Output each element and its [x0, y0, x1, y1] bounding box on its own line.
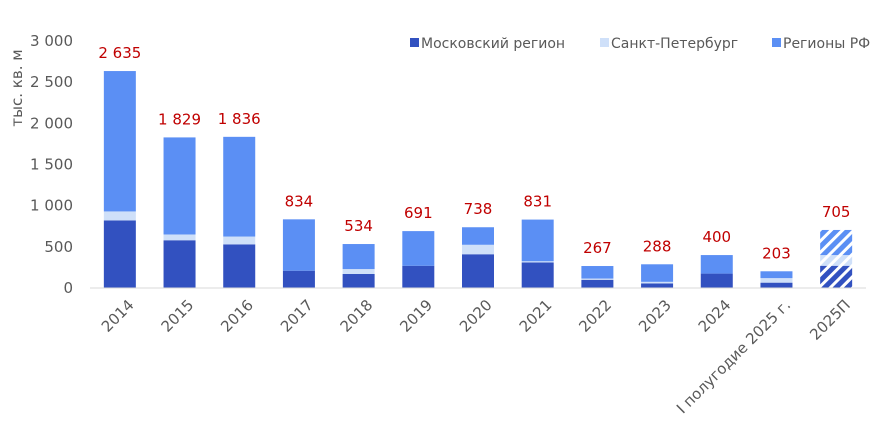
legend-swatch-spb — [600, 38, 609, 47]
bar-segment-regions — [641, 264, 674, 282]
bar-segment-spb — [223, 236, 256, 245]
y-tick-label: 2 000 — [30, 114, 73, 132]
y-tick-label: 500 — [44, 238, 73, 256]
x-tick-label: 2016 — [217, 296, 257, 336]
total-label: 534 — [344, 217, 373, 235]
x-tick-label: 2014 — [98, 296, 138, 336]
x-tick-label: 2015 — [158, 296, 198, 336]
legend-label-moscow: Московский регион — [421, 36, 565, 52]
bar-segment-regions — [700, 255, 733, 274]
bar-segment-moscow — [641, 283, 674, 288]
x-tick-label: 2018 — [337, 296, 377, 336]
x-tick-label: 2017 — [277, 296, 317, 336]
bar-segment-moscow — [521, 262, 554, 288]
x-axis-ticks: 2014 2015 2016 2017 2018 2019 2020 2021 2022 2023… — [98, 296, 854, 417]
x-tick-label: 2020 — [456, 296, 496, 336]
bar-segment-regions — [581, 266, 614, 279]
bars — [103, 71, 853, 288]
bar-segment-spb — [342, 269, 375, 275]
legend: Московский регион Санкт-Петербург Регион… — [410, 36, 870, 52]
y-tick-label: 0 — [63, 279, 73, 297]
total-label: 1 829 — [158, 110, 201, 128]
legend-label-spb: Санкт-Петербург — [611, 36, 738, 52]
legend-swatch-regions — [772, 38, 781, 47]
y-tick-label: 3 000 — [30, 32, 73, 50]
total-label: 834 — [285, 192, 314, 210]
bar-segment-spb — [163, 234, 196, 241]
y-axis-ticks: 0 500 1 000 1 500 2 000 2 500 3 000 — [30, 32, 73, 297]
x-tick-label: 2024 — [695, 296, 735, 336]
x-tick-label: I полугодие 2025 г. — [673, 296, 794, 417]
y-tick-label: 2 500 — [30, 73, 73, 91]
bar-segment-moscow — [760, 282, 793, 288]
bar-segment-spb — [760, 278, 793, 283]
total-label: 705 — [822, 203, 851, 221]
bar-segment-regions — [103, 71, 136, 212]
bar-segment-regions — [163, 137, 196, 235]
y-axis-label: тыс. кв. м — [8, 49, 26, 126]
total-label: 400 — [702, 228, 731, 246]
bar-segment-moscow — [342, 274, 375, 288]
bar-segment-spb — [103, 211, 136, 221]
bar-segment-moscow — [282, 270, 315, 288]
bar-segment-regions — [462, 227, 494, 245]
bar-segment-regions — [820, 229, 853, 256]
bar-segment-spb — [462, 244, 494, 255]
total-label: 691 — [404, 204, 433, 222]
bar-segment-moscow — [402, 265, 435, 288]
legend-label-regions: Регионы РФ — [783, 36, 870, 52]
bar-segment-spb — [581, 278, 614, 280]
total-label: 2 635 — [98, 44, 141, 62]
total-label: 267 — [583, 239, 612, 257]
x-tick-label: 2023 — [635, 296, 675, 336]
bar-segment-regions — [342, 244, 375, 270]
total-label: 1 836 — [218, 110, 261, 128]
total-label: 288 — [643, 237, 672, 255]
bar-segment-moscow — [462, 254, 494, 288]
total-label: 203 — [762, 244, 791, 262]
y-tick-label: 1 500 — [30, 156, 73, 174]
bar-segment-moscow — [700, 273, 733, 288]
bar-segment-spb — [641, 281, 674, 284]
bar-segment-moscow — [820, 265, 853, 288]
bar-segment-regions — [760, 271, 793, 279]
total-labels: 2 635 1 829 1 836 834 534 691 738 831 267 288 400 2… — [98, 44, 850, 262]
bar-segment-regions — [402, 231, 435, 266]
x-tick-label: 2019 — [396, 296, 436, 336]
bar-segment-regions — [521, 219, 554, 262]
bar-segment-moscow — [223, 244, 256, 288]
bar-segment-regions — [282, 219, 315, 271]
x-tick-label: 2021 — [516, 296, 556, 336]
bar-segment-regions — [223, 136, 256, 237]
bar-segment-spb — [820, 255, 853, 266]
bar-segment-moscow — [103, 220, 136, 288]
y-tick-label: 1 000 — [30, 197, 73, 215]
bar-segment-spb — [521, 261, 554, 263]
x-tick-label: 2025П — [806, 296, 854, 344]
legend-swatch-moscow — [410, 38, 419, 47]
bar-segment-moscow — [581, 279, 614, 288]
total-label: 831 — [523, 193, 552, 211]
total-label: 738 — [464, 200, 493, 218]
bar-segment-moscow — [163, 240, 196, 288]
x-tick-label: 2022 — [575, 296, 615, 336]
